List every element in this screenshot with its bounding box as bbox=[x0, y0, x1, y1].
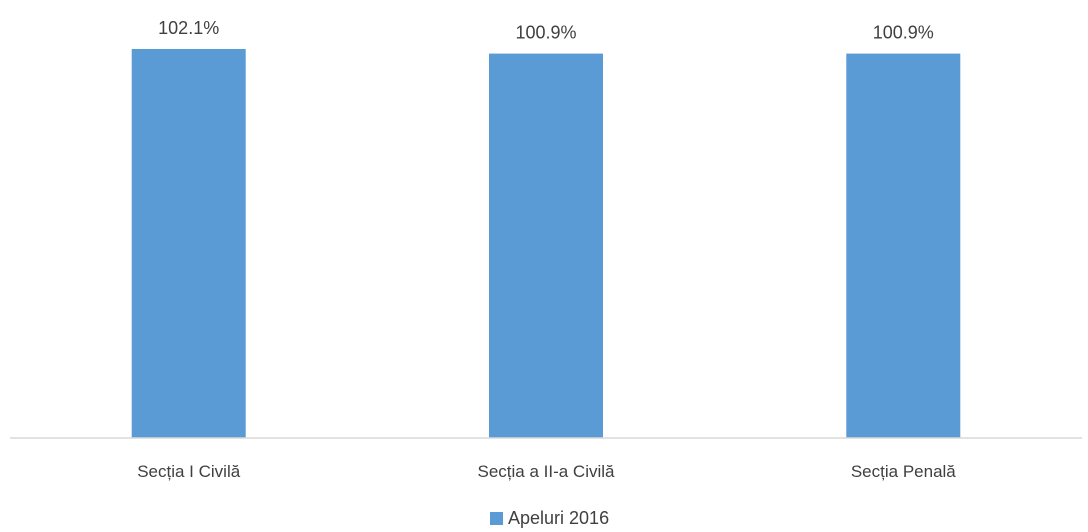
legend-swatch bbox=[490, 512, 503, 525]
data-label-1: 102.1% bbox=[158, 18, 219, 38]
data-label-2: 100.9% bbox=[515, 23, 576, 43]
bar-2 bbox=[489, 53, 603, 438]
bar-1 bbox=[131, 49, 246, 438]
bar-3 bbox=[846, 53, 961, 438]
data-labels-layer: 102.1% 100.9% 100.9% bbox=[158, 18, 934, 43]
x-tick-label-3: Secția Penală bbox=[851, 462, 956, 481]
legend: Apeluri 2016 bbox=[490, 508, 609, 528]
legend-label-apeluri-2016: Apeluri 2016 bbox=[508, 508, 609, 528]
x-tick-label-2: Secția a II-a Civilă bbox=[478, 462, 616, 481]
bars-layer bbox=[131, 49, 961, 438]
data-label-3: 100.9% bbox=[873, 23, 934, 43]
x-tick-labels: Secția I Civilă Secția a II-a Civilă Secți… bbox=[137, 462, 956, 481]
x-tick-label-1: Secția I Civilă bbox=[137, 462, 241, 481]
